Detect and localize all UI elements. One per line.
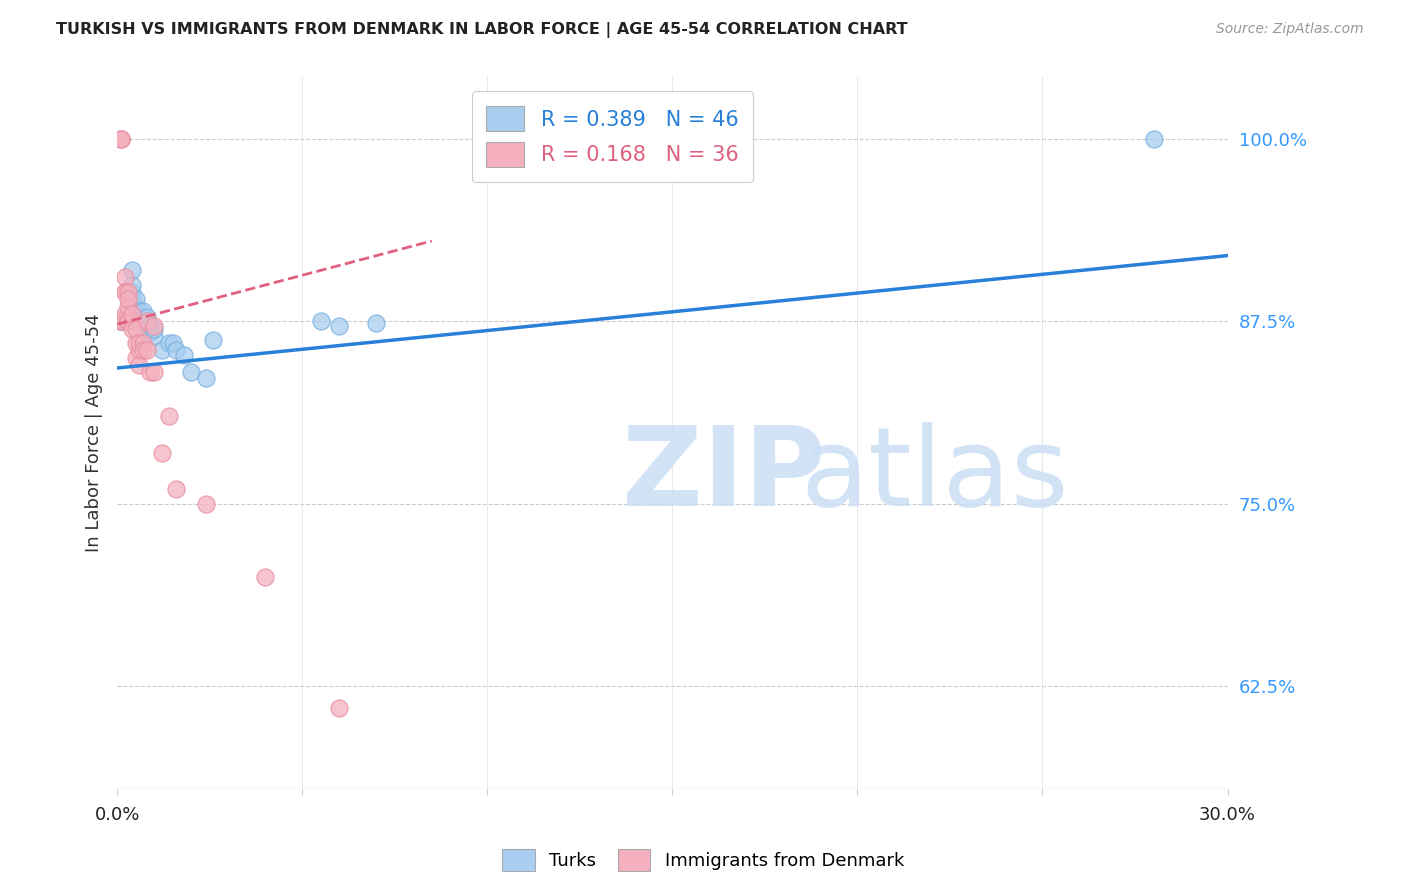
Point bbox=[135, 310, 157, 324]
Point bbox=[117, 314, 139, 328]
Point bbox=[121, 307, 143, 321]
Point bbox=[143, 321, 166, 335]
Point bbox=[128, 343, 150, 358]
Text: atlas: atlas bbox=[800, 422, 1069, 529]
Point bbox=[366, 316, 388, 330]
Point bbox=[114, 314, 136, 328]
Point bbox=[328, 318, 350, 333]
Point bbox=[125, 321, 148, 335]
Point bbox=[165, 482, 187, 496]
Point bbox=[114, 314, 136, 328]
Point bbox=[117, 314, 139, 328]
Text: 30.0%: 30.0% bbox=[1199, 806, 1256, 824]
Point bbox=[195, 497, 218, 511]
Point bbox=[128, 358, 150, 372]
Point bbox=[121, 321, 143, 335]
Point bbox=[110, 314, 132, 328]
Point bbox=[121, 314, 143, 328]
Point bbox=[125, 336, 148, 351]
Y-axis label: In Labor Force | Age 45-54: In Labor Force | Age 45-54 bbox=[86, 314, 103, 552]
Point bbox=[117, 314, 139, 328]
Point bbox=[117, 307, 139, 321]
Point bbox=[125, 351, 148, 365]
Point bbox=[157, 336, 180, 351]
Point bbox=[202, 333, 225, 347]
Point bbox=[162, 336, 184, 351]
Point bbox=[114, 285, 136, 299]
Point bbox=[117, 285, 139, 299]
Point bbox=[114, 270, 136, 285]
Legend: Turks, Immigrants from Denmark: Turks, Immigrants from Denmark bbox=[495, 842, 911, 879]
Point bbox=[114, 314, 136, 328]
Point bbox=[128, 304, 150, 318]
Point bbox=[139, 365, 162, 379]
Point bbox=[125, 314, 148, 328]
Point bbox=[110, 314, 132, 328]
Point bbox=[139, 318, 162, 333]
Point bbox=[128, 336, 150, 351]
Point bbox=[195, 371, 218, 385]
Point bbox=[110, 132, 132, 146]
Point bbox=[132, 310, 155, 324]
Point bbox=[117, 293, 139, 307]
Point bbox=[165, 343, 187, 358]
Point bbox=[114, 307, 136, 321]
Point bbox=[150, 343, 173, 358]
Point bbox=[309, 314, 332, 328]
Point bbox=[110, 314, 132, 328]
Point bbox=[132, 304, 155, 318]
Point bbox=[135, 314, 157, 328]
Text: ZIP: ZIP bbox=[623, 422, 825, 529]
Point bbox=[1142, 132, 1164, 146]
Point bbox=[114, 314, 136, 328]
Point bbox=[117, 307, 139, 321]
Point bbox=[125, 293, 148, 307]
Point bbox=[132, 336, 155, 351]
Point bbox=[150, 446, 173, 460]
Text: 0.0%: 0.0% bbox=[94, 806, 139, 824]
Point bbox=[110, 314, 132, 328]
Point bbox=[125, 300, 148, 314]
Point bbox=[121, 277, 143, 292]
Point bbox=[173, 348, 195, 362]
Text: TURKISH VS IMMIGRANTS FROM DENMARK IN LABOR FORCE | AGE 45-54 CORRELATION CHART: TURKISH VS IMMIGRANTS FROM DENMARK IN LA… bbox=[56, 22, 908, 38]
Legend: R = 0.389   N = 46, R = 0.168   N = 36: R = 0.389 N = 46, R = 0.168 N = 36 bbox=[472, 91, 752, 182]
Point bbox=[110, 132, 132, 146]
Point bbox=[132, 314, 155, 328]
Point bbox=[117, 300, 139, 314]
Point bbox=[114, 285, 136, 299]
Point bbox=[128, 310, 150, 324]
Point bbox=[121, 293, 143, 307]
Point bbox=[121, 263, 143, 277]
Point bbox=[110, 132, 132, 146]
Point bbox=[135, 343, 157, 358]
Point bbox=[132, 343, 155, 358]
Point bbox=[121, 307, 143, 321]
Point bbox=[117, 314, 139, 328]
Point bbox=[157, 409, 180, 424]
Point bbox=[180, 365, 202, 379]
Point bbox=[121, 285, 143, 299]
Point bbox=[110, 314, 132, 328]
Point bbox=[328, 701, 350, 715]
Point bbox=[143, 318, 166, 333]
Point bbox=[114, 314, 136, 328]
Point bbox=[143, 365, 166, 379]
Point bbox=[254, 570, 277, 584]
Point bbox=[128, 314, 150, 328]
Point bbox=[117, 314, 139, 328]
Point bbox=[143, 329, 166, 343]
Text: Source: ZipAtlas.com: Source: ZipAtlas.com bbox=[1216, 22, 1364, 37]
Point bbox=[135, 314, 157, 328]
Point bbox=[125, 307, 148, 321]
Point bbox=[139, 325, 162, 339]
